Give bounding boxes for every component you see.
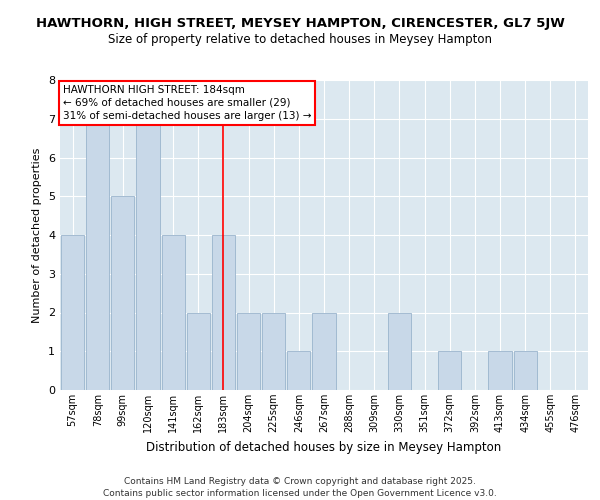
Bar: [212, 235, 235, 390]
Bar: [438, 351, 461, 390]
Text: Contains HM Land Registry data © Crown copyright and database right 2025.
Contai: Contains HM Land Registry data © Crown c…: [103, 476, 497, 498]
Bar: [237, 312, 260, 390]
Bar: [86, 118, 109, 390]
Bar: [313, 312, 335, 390]
Bar: [488, 351, 512, 390]
Bar: [161, 235, 185, 390]
Bar: [388, 312, 411, 390]
X-axis label: Distribution of detached houses by size in Meysey Hampton: Distribution of detached houses by size …: [146, 440, 502, 454]
Bar: [514, 351, 537, 390]
Bar: [136, 118, 160, 390]
Bar: [111, 196, 134, 390]
Y-axis label: Number of detached properties: Number of detached properties: [32, 148, 43, 322]
Text: HAWTHORN, HIGH STREET, MEYSEY HAMPTON, CIRENCESTER, GL7 5JW: HAWTHORN, HIGH STREET, MEYSEY HAMPTON, C…: [35, 18, 565, 30]
Bar: [287, 351, 310, 390]
Bar: [187, 312, 210, 390]
Text: HAWTHORN HIGH STREET: 184sqm
← 69% of detached houses are smaller (29)
31% of se: HAWTHORN HIGH STREET: 184sqm ← 69% of de…: [62, 84, 311, 121]
Bar: [61, 235, 84, 390]
Text: Size of property relative to detached houses in Meysey Hampton: Size of property relative to detached ho…: [108, 32, 492, 46]
Bar: [262, 312, 285, 390]
